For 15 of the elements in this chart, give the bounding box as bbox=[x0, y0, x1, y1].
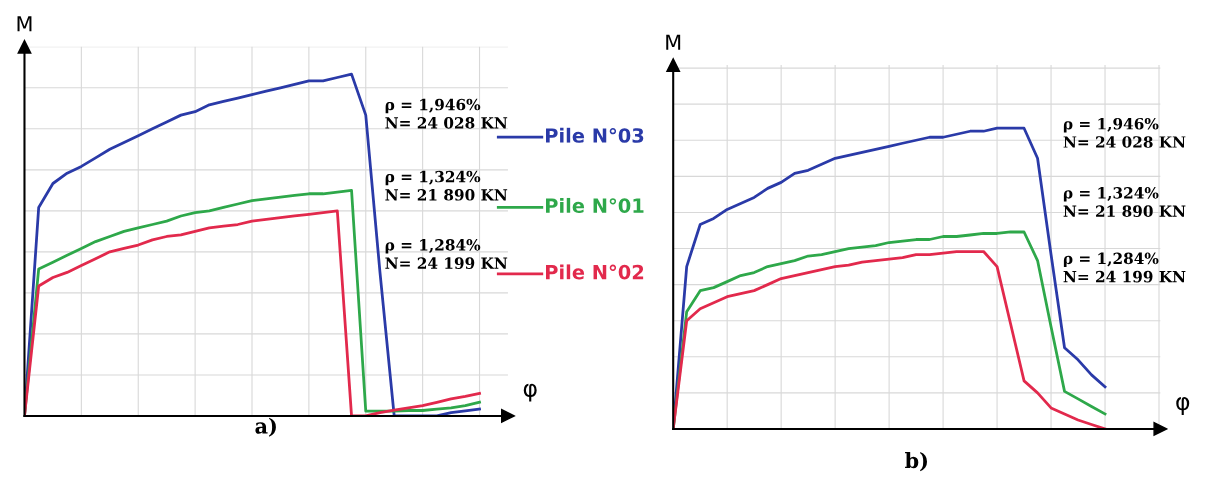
legend-label: Pile N°02 bbox=[546, 264, 644, 280]
legend-label: Pile N°03 bbox=[546, 127, 644, 143]
y-axis-title: M bbox=[666, 34, 681, 50]
x-axis-title: φ bbox=[523, 383, 537, 402]
annotation: ρ = 1,324% N= 21 890 KN bbox=[1063, 187, 1186, 217]
annotation: ρ = 1,284% N= 24 199 KN bbox=[385, 239, 508, 269]
y-axis-title: M bbox=[17, 16, 32, 32]
annotation: ρ = 1,284% N= 24 199 KN bbox=[1063, 252, 1186, 283]
text: b) bbox=[905, 452, 928, 472]
annotation: ρ = 1,324% N= 21 890 KN bbox=[385, 170, 508, 201]
annotation: ρ = 1,946% N= 24 028 KN bbox=[385, 98, 508, 129]
text: a) bbox=[255, 417, 276, 437]
x-axis-title: φ bbox=[1176, 397, 1190, 415]
annotation: ρ = 1,946% N= 24 028 KN bbox=[1063, 117, 1186, 148]
legend-label: Pile N°01 bbox=[546, 197, 644, 213]
